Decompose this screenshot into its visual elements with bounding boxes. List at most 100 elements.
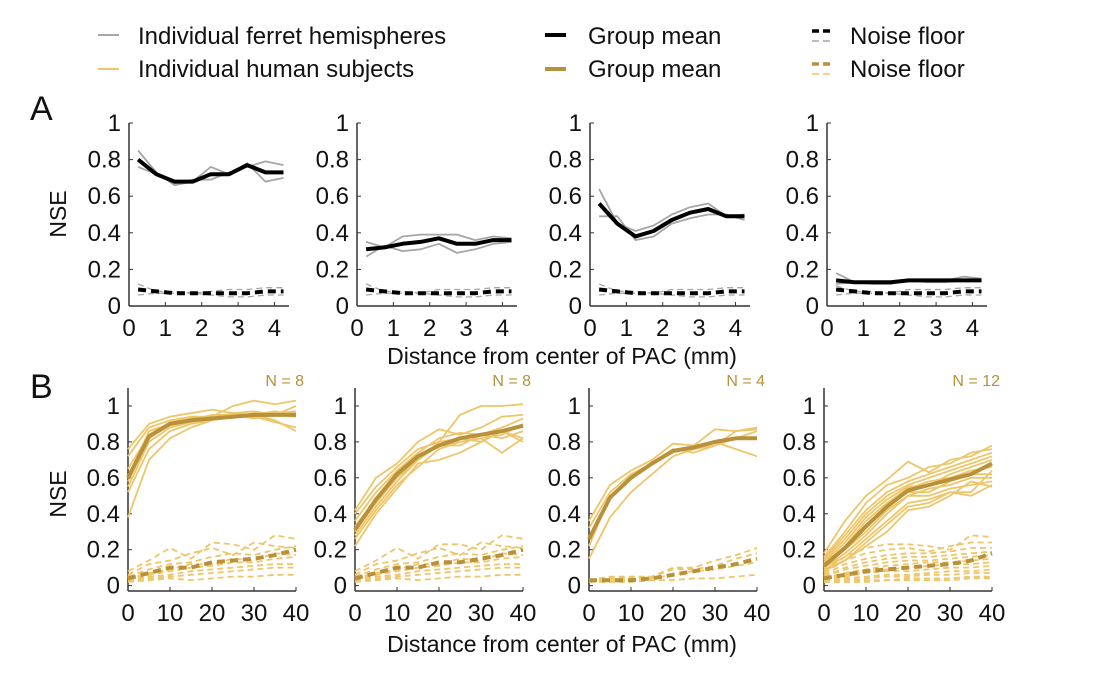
panels: 00.20.40.60.810 1 2 3 400.20.40.60.810 1 2 3 400… xyxy=(87,110,1006,627)
y-tick-label: 0.2 xyxy=(549,256,582,283)
noise-floor-individual-line xyxy=(823,550,993,578)
x-tick-label: 10 xyxy=(853,600,880,627)
y-tick-label: 0.2 xyxy=(87,537,120,564)
x-tick-label: 1 xyxy=(387,315,400,342)
x-tick-label: 1 xyxy=(857,315,870,342)
noise-floor-individual-line xyxy=(823,564,993,582)
individual-line xyxy=(354,437,524,540)
y-tick-label: 0.6 xyxy=(786,183,819,210)
x-tick-label: 0 xyxy=(348,600,361,627)
panel-letter-a: A xyxy=(30,90,53,128)
n-label: N = 12 xyxy=(952,373,1000,390)
group-mean-line xyxy=(822,461,993,568)
y-tick-label: 1 xyxy=(568,393,581,420)
x-tick-label: 20 xyxy=(426,600,453,627)
x-tick-label: 1 xyxy=(620,315,633,342)
y-tick-label: 0.4 xyxy=(548,501,581,528)
y-tick-label: 0.6 xyxy=(88,183,121,210)
noise-floor-individual-line xyxy=(127,534,297,573)
x-tick-label: 3 xyxy=(231,315,244,342)
panel-a4: 00.20.40.60.810 1 2 3 4 xyxy=(786,110,987,342)
y-tick-label: 0 xyxy=(334,573,347,600)
x-tick-label: 40 xyxy=(744,600,771,627)
y-tick-label: 0.4 xyxy=(87,501,120,528)
y-tick-label: 0.8 xyxy=(88,147,121,174)
panel-b3: 00.20.40.60.810 10 20 30 40N = 4 xyxy=(548,373,771,627)
x-tick-label: 3 xyxy=(692,315,705,342)
noise-floor-mean-line xyxy=(127,547,297,581)
y-tick-label: 1 xyxy=(806,110,819,137)
individual-line xyxy=(127,413,297,482)
y-tick-label: 0.4 xyxy=(783,501,816,528)
y-tick-label: 1 xyxy=(108,110,121,137)
ylabel-row-b: NSE xyxy=(45,470,71,517)
noise-floor-mean-line xyxy=(365,287,512,296)
y-tick-label: 0.6 xyxy=(548,465,581,492)
noise-floor-individual-line xyxy=(354,545,524,578)
x-tick-label: 30 xyxy=(702,600,729,627)
y-tick-label: 0.8 xyxy=(87,429,120,456)
x-tick-label: 20 xyxy=(895,600,922,627)
noise-floor-mean-line xyxy=(137,287,284,296)
y-tick-label: 0.4 xyxy=(549,220,582,247)
noise-floor-individual-line xyxy=(823,554,993,578)
individual-line xyxy=(823,444,993,554)
x-tick-label: 0 xyxy=(817,600,830,627)
y-tick-label: 1 xyxy=(107,393,120,420)
noise-floor-individual-line xyxy=(127,566,296,582)
x-tick-label: 0 xyxy=(583,315,596,342)
group-mean-line xyxy=(597,202,745,239)
individual-line xyxy=(823,455,993,562)
individual-line xyxy=(823,451,993,560)
y-tick-label: 0.6 xyxy=(314,465,347,492)
n-label: N = 8 xyxy=(492,373,531,390)
panel-a3: 00.20.40.60.810 1 2 3 4 xyxy=(549,110,750,342)
individual-line xyxy=(365,241,512,258)
individual-line xyxy=(823,469,993,571)
n-label: N = 8 xyxy=(265,373,304,390)
panel-b1: 00.20.40.60.810 10 20 30 40N = 8 xyxy=(87,373,310,627)
x-tick-label: 2 xyxy=(195,315,208,342)
y-tick-label: 0.2 xyxy=(316,256,349,283)
y-tick-label: 0.8 xyxy=(549,147,582,174)
y-tick-label: 0 xyxy=(803,573,816,600)
noise-floor-individual-line xyxy=(354,556,524,580)
x-tick-label: 30 xyxy=(241,600,268,627)
n-label: N = 4 xyxy=(726,373,765,390)
y-tick-label: 0.8 xyxy=(314,429,347,456)
y-tick-label: 0.2 xyxy=(88,256,121,283)
legend-label-human-mean: Group mean xyxy=(588,56,721,83)
noise-floor-individual-line xyxy=(824,575,992,583)
y-tick-label: 1 xyxy=(803,393,816,420)
legend-label-ferret-noise: Noise floor xyxy=(850,23,965,50)
x-tick-label: 40 xyxy=(979,600,1006,627)
y-tick-label: 0.2 xyxy=(314,537,347,564)
y-tick-label: 0.4 xyxy=(316,220,349,247)
x-tick-label: 10 xyxy=(384,600,411,627)
y-tick-label: 0 xyxy=(806,293,819,320)
y-tick-label: 0.6 xyxy=(87,465,120,492)
noise-floor-mean-line xyxy=(598,287,745,296)
noise-floor-individual-line xyxy=(823,547,992,576)
noise-floor-individual-line xyxy=(127,556,297,580)
noise-floor-individual-line xyxy=(354,541,524,576)
legend: Individual ferret hemispheres Group mean… xyxy=(98,23,965,83)
x-tick-label: 0 xyxy=(122,315,135,342)
individual-line xyxy=(354,414,524,511)
x-tick-label: 20 xyxy=(660,600,687,627)
panel-b4: 00.20.40.60.810 10 20 30 40N = 12 xyxy=(783,373,1006,627)
noise-floor-individual-line xyxy=(823,541,992,574)
noise-floor-mean-line xyxy=(589,556,758,583)
x-tick-label: 10 xyxy=(618,600,645,627)
group-mean-line xyxy=(365,236,512,252)
x-tick-label: 4 xyxy=(966,315,979,342)
individual-line xyxy=(588,426,758,522)
y-tick-label: 0 xyxy=(568,573,581,600)
noise-floor-individual-line xyxy=(823,557,993,580)
x-tick-label: 1 xyxy=(159,315,172,342)
noise-floor-individual-line xyxy=(589,573,758,583)
panel-b2: 00.20.40.60.810 10 20 30 40N = 8 xyxy=(314,373,537,627)
y-tick-label: 0.6 xyxy=(316,183,349,210)
noise-floor-mean-line xyxy=(354,547,524,581)
x-tick-label: 40 xyxy=(283,600,310,627)
